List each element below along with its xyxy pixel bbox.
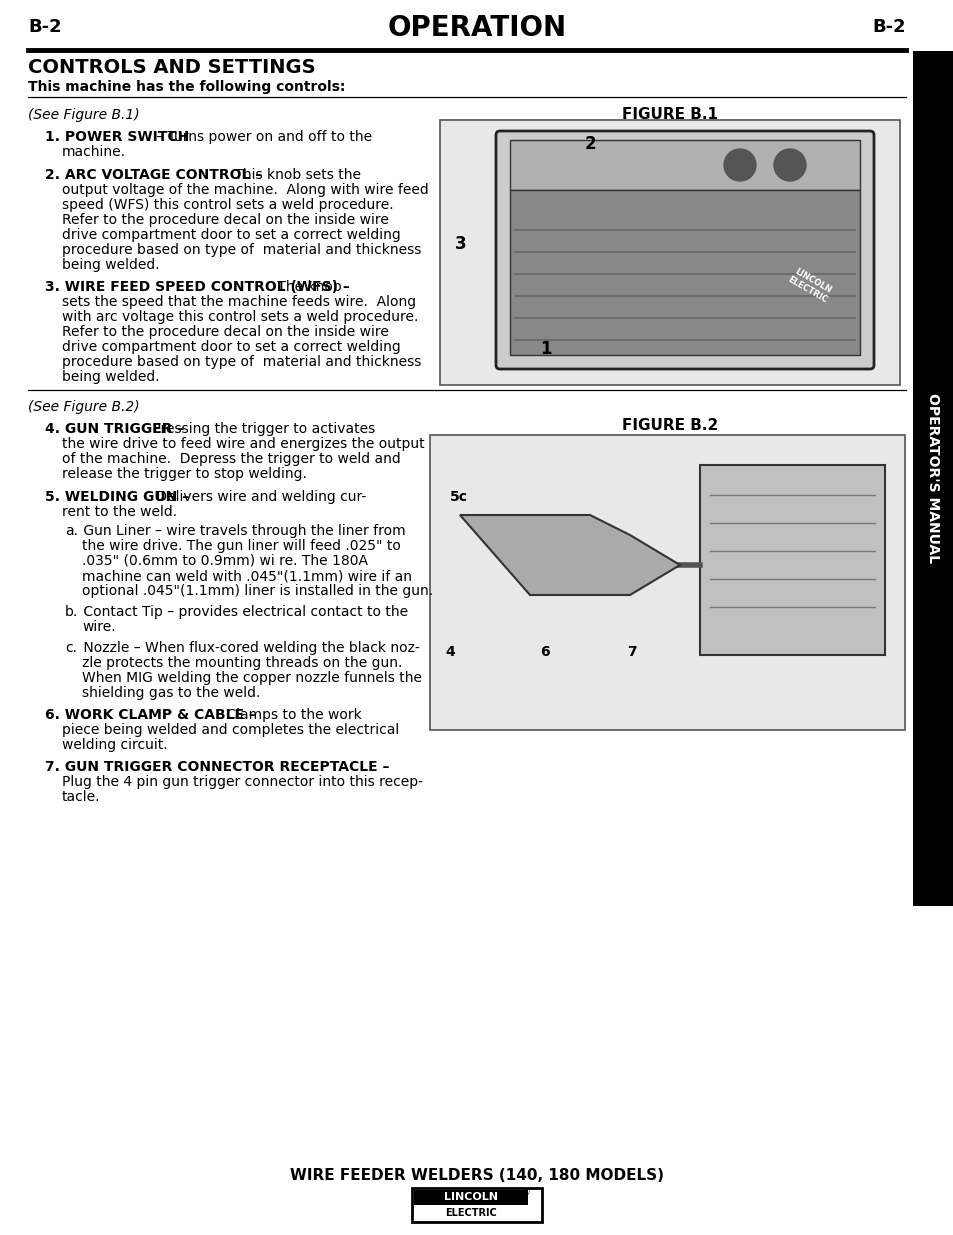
Text: Pressing the trigger to activates: Pressing the trigger to activates xyxy=(148,422,375,436)
Text: FIGURE B.1: FIGURE B.1 xyxy=(621,107,718,122)
Polygon shape xyxy=(459,515,679,595)
Text: procedure based on type of  material and thickness: procedure based on type of material and … xyxy=(62,243,421,257)
Text: 7: 7 xyxy=(626,645,636,659)
FancyBboxPatch shape xyxy=(496,131,873,369)
Text: 7. GUN TRIGGER CONNECTOR RECEPTACLE –: 7. GUN TRIGGER CONNECTOR RECEPTACLE – xyxy=(45,760,389,774)
Text: LINCOLN: LINCOLN xyxy=(443,1192,497,1202)
Text: B-2: B-2 xyxy=(28,19,62,36)
Text: 1. POWER SWITCH: 1. POWER SWITCH xyxy=(45,130,189,144)
Text: OPERATOR'S MANUAL: OPERATOR'S MANUAL xyxy=(925,394,940,563)
Text: of the machine.  Depress the trigger to weld and: of the machine. Depress the trigger to w… xyxy=(62,452,400,466)
Text: 3: 3 xyxy=(455,235,466,253)
Text: When MIG welding the copper nozzle funnels the: When MIG welding the copper nozzle funne… xyxy=(82,671,421,685)
Text: output voltage of the machine.  Along with wire feed: output voltage of the machine. Along wit… xyxy=(62,183,428,198)
Text: .035" (0.6mm to 0.9mm) wi re. The 180A: .035" (0.6mm to 0.9mm) wi re. The 180A xyxy=(82,555,368,568)
Text: shielding gas to the weld.: shielding gas to the weld. xyxy=(82,685,260,700)
Text: with arc voltage this control sets a weld procedure.: with arc voltage this control sets a wel… xyxy=(62,310,418,324)
Text: 6: 6 xyxy=(539,645,549,659)
Text: WIRE FEEDER WELDERS (140, 180 MODELS): WIRE FEEDER WELDERS (140, 180 MODELS) xyxy=(290,1168,663,1183)
Text: Gun Liner – wire travels through the liner from: Gun Liner – wire travels through the lin… xyxy=(79,524,405,538)
Text: Clamps to the work: Clamps to the work xyxy=(222,708,361,722)
Bar xyxy=(510,190,859,354)
Bar xyxy=(412,1188,541,1221)
Text: the wire drive. The gun liner will feed .025" to: the wire drive. The gun liner will feed … xyxy=(82,538,400,553)
Text: drive compartment door to set a correct welding: drive compartment door to set a correct … xyxy=(62,228,400,242)
Text: Plug the 4 pin gun trigger connector into this recep-: Plug the 4 pin gun trigger connector int… xyxy=(62,776,422,789)
Text: This machine has the following controls:: This machine has the following controls: xyxy=(28,80,345,94)
Text: optional .045"(1.1mm) liner is installed in the gun.: optional .045"(1.1mm) liner is installed… xyxy=(82,584,433,598)
Text: 4. GUN TRIGGER –: 4. GUN TRIGGER – xyxy=(45,422,184,436)
Bar xyxy=(912,51,953,906)
Text: 3. WIRE FEED SPEED CONTROL (WFS) –: 3. WIRE FEED SPEED CONTROL (WFS) – xyxy=(45,280,350,294)
Text: a.: a. xyxy=(65,524,78,538)
Text: rent to the weld.: rent to the weld. xyxy=(62,505,177,519)
Text: 4: 4 xyxy=(444,645,455,659)
Text: Nozzle – When flux-cored welding the black noz-: Nozzle – When flux-cored welding the bla… xyxy=(79,641,419,655)
Text: FIGURE B.2: FIGURE B.2 xyxy=(621,417,718,433)
Text: LINCOLN
ELECTRIC: LINCOLN ELECTRIC xyxy=(785,266,833,305)
Text: wire.: wire. xyxy=(82,620,115,634)
Text: The knob: The knob xyxy=(273,280,341,294)
Text: (See Figure B.2): (See Figure B.2) xyxy=(28,400,139,414)
Text: drive compartment door to set a correct welding: drive compartment door to set a correct … xyxy=(62,340,400,354)
Text: machine can weld with .045"(1.1mm) wire if an: machine can weld with .045"(1.1mm) wire … xyxy=(82,569,412,583)
Text: ELECTRIC: ELECTRIC xyxy=(445,1209,497,1219)
Text: 5a: 5a xyxy=(502,542,521,556)
Text: machine.: machine. xyxy=(62,144,126,159)
Text: B-2: B-2 xyxy=(871,19,905,36)
Text: ®: ® xyxy=(522,1188,530,1197)
Circle shape xyxy=(723,149,755,182)
Bar xyxy=(414,1191,527,1205)
Text: 2: 2 xyxy=(584,135,596,153)
Circle shape xyxy=(773,149,805,182)
Bar xyxy=(439,120,899,385)
Text: b.: b. xyxy=(65,605,78,619)
Text: being welded.: being welded. xyxy=(62,258,159,272)
Text: tacle.: tacle. xyxy=(62,790,100,804)
Bar xyxy=(430,435,904,730)
Text: Delivers wire and welding cur-: Delivers wire and welding cur- xyxy=(152,490,366,504)
Text: Contact Tip – provides electrical contact to the: Contact Tip – provides electrical contac… xyxy=(79,605,408,619)
Text: 5: 5 xyxy=(537,545,547,559)
Text: 2. ARC VOLTAGE CONTROL –: 2. ARC VOLTAGE CONTROL – xyxy=(45,168,262,182)
Text: OPERATION: OPERATION xyxy=(387,14,566,42)
Bar xyxy=(510,140,859,190)
Text: CONTROLS AND SETTINGS: CONTROLS AND SETTINGS xyxy=(28,58,315,77)
Text: procedure based on type of  material and thickness: procedure based on type of material and … xyxy=(62,354,421,369)
Text: release the trigger to stop welding.: release the trigger to stop welding. xyxy=(62,467,307,480)
Text: 1: 1 xyxy=(539,340,551,358)
Text: Refer to the procedure decal on the inside wire: Refer to the procedure decal on the insi… xyxy=(62,325,389,338)
Text: the wire drive to feed wire and energizes the output: the wire drive to feed wire and energize… xyxy=(62,437,424,451)
Text: 6. WORK CLAMP & CABLE –: 6. WORK CLAMP & CABLE – xyxy=(45,708,255,722)
Text: This knob sets the: This knob sets the xyxy=(230,168,360,182)
Text: sets the speed that the machine feeds wire.  Along: sets the speed that the machine feeds wi… xyxy=(62,295,416,309)
Text: – Turns power on and off to the: – Turns power on and off to the xyxy=(152,130,372,144)
Text: being welded.: being welded. xyxy=(62,370,159,384)
Text: (See Figure B.1): (See Figure B.1) xyxy=(28,107,139,122)
Text: welding circuit.: welding circuit. xyxy=(62,739,168,752)
Text: zle protects the mounting threads on the gun.: zle protects the mounting threads on the… xyxy=(82,656,402,671)
Text: c.: c. xyxy=(65,641,77,655)
Text: 5. WELDING GUN –: 5. WELDING GUN – xyxy=(45,490,189,504)
Text: 5b: 5b xyxy=(472,517,491,531)
Text: 5c: 5c xyxy=(450,490,468,504)
Bar xyxy=(700,466,884,655)
Text: piece being welded and completes the electrical: piece being welded and completes the ele… xyxy=(62,722,399,737)
Text: speed (WFS) this control sets a weld procedure.: speed (WFS) this control sets a weld pro… xyxy=(62,198,394,212)
Text: Refer to the procedure decal on the inside wire: Refer to the procedure decal on the insi… xyxy=(62,212,389,227)
